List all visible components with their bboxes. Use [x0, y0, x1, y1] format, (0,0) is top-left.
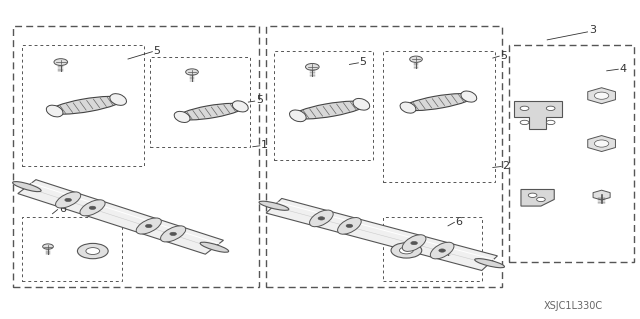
Circle shape [411, 241, 417, 245]
Circle shape [391, 243, 422, 258]
Ellipse shape [461, 91, 477, 102]
Ellipse shape [161, 226, 186, 242]
Ellipse shape [50, 96, 123, 114]
Circle shape [170, 232, 177, 235]
Polygon shape [266, 198, 497, 271]
Text: 6: 6 [59, 204, 66, 214]
Bar [383, 51, 495, 182]
Text: 3: 3 [589, 25, 596, 35]
Polygon shape [514, 101, 561, 129]
Polygon shape [521, 189, 554, 206]
Polygon shape [593, 190, 610, 200]
Bar [383, 217, 482, 281]
Bar [266, 26, 502, 287]
Text: 1: 1 [261, 140, 268, 150]
Ellipse shape [174, 111, 190, 122]
Text: 5: 5 [500, 50, 508, 61]
Ellipse shape [310, 210, 333, 227]
Circle shape [186, 69, 198, 75]
Ellipse shape [110, 94, 127, 105]
Bar [509, 45, 634, 262]
Ellipse shape [200, 242, 228, 252]
Polygon shape [18, 180, 223, 254]
Circle shape [65, 198, 72, 202]
Circle shape [86, 248, 100, 255]
Circle shape [410, 56, 422, 63]
Ellipse shape [178, 103, 244, 120]
Circle shape [145, 224, 152, 228]
Ellipse shape [289, 110, 306, 122]
Circle shape [520, 120, 529, 125]
Circle shape [528, 193, 537, 197]
Text: XSJC1L330C: XSJC1L330C [543, 301, 602, 311]
Ellipse shape [13, 182, 41, 192]
Ellipse shape [403, 235, 426, 251]
Ellipse shape [475, 259, 504, 268]
Circle shape [89, 206, 96, 210]
Bar [150, 57, 250, 147]
Ellipse shape [232, 101, 248, 112]
Polygon shape [588, 136, 616, 152]
Circle shape [520, 106, 529, 110]
Circle shape [346, 224, 353, 227]
Circle shape [77, 243, 108, 259]
Ellipse shape [136, 218, 161, 234]
Ellipse shape [293, 101, 366, 119]
Polygon shape [588, 88, 616, 104]
Ellipse shape [56, 192, 81, 208]
Text: 4: 4 [620, 63, 627, 74]
Ellipse shape [353, 99, 370, 110]
Bar [13, 26, 259, 287]
Ellipse shape [430, 242, 454, 259]
Ellipse shape [259, 201, 289, 210]
Circle shape [399, 247, 413, 254]
Text: 5: 5 [154, 46, 161, 56]
Text: 5: 5 [256, 95, 263, 106]
Circle shape [43, 244, 53, 249]
Ellipse shape [400, 102, 416, 113]
Circle shape [595, 140, 609, 147]
Bar [22, 217, 122, 281]
Ellipse shape [337, 218, 361, 234]
Ellipse shape [46, 105, 63, 117]
Ellipse shape [404, 93, 473, 111]
Bar [274, 51, 373, 160]
Circle shape [536, 197, 545, 202]
Circle shape [443, 245, 453, 250]
Text: 6: 6 [456, 217, 463, 227]
Circle shape [305, 63, 319, 70]
Bar [22, 45, 144, 166]
Circle shape [439, 249, 445, 252]
Circle shape [547, 120, 555, 125]
Text: 5: 5 [360, 57, 367, 67]
Text: 2: 2 [502, 161, 509, 171]
Circle shape [54, 59, 68, 65]
Circle shape [318, 217, 324, 220]
Circle shape [547, 106, 555, 110]
Ellipse shape [80, 200, 105, 216]
Circle shape [595, 92, 609, 99]
